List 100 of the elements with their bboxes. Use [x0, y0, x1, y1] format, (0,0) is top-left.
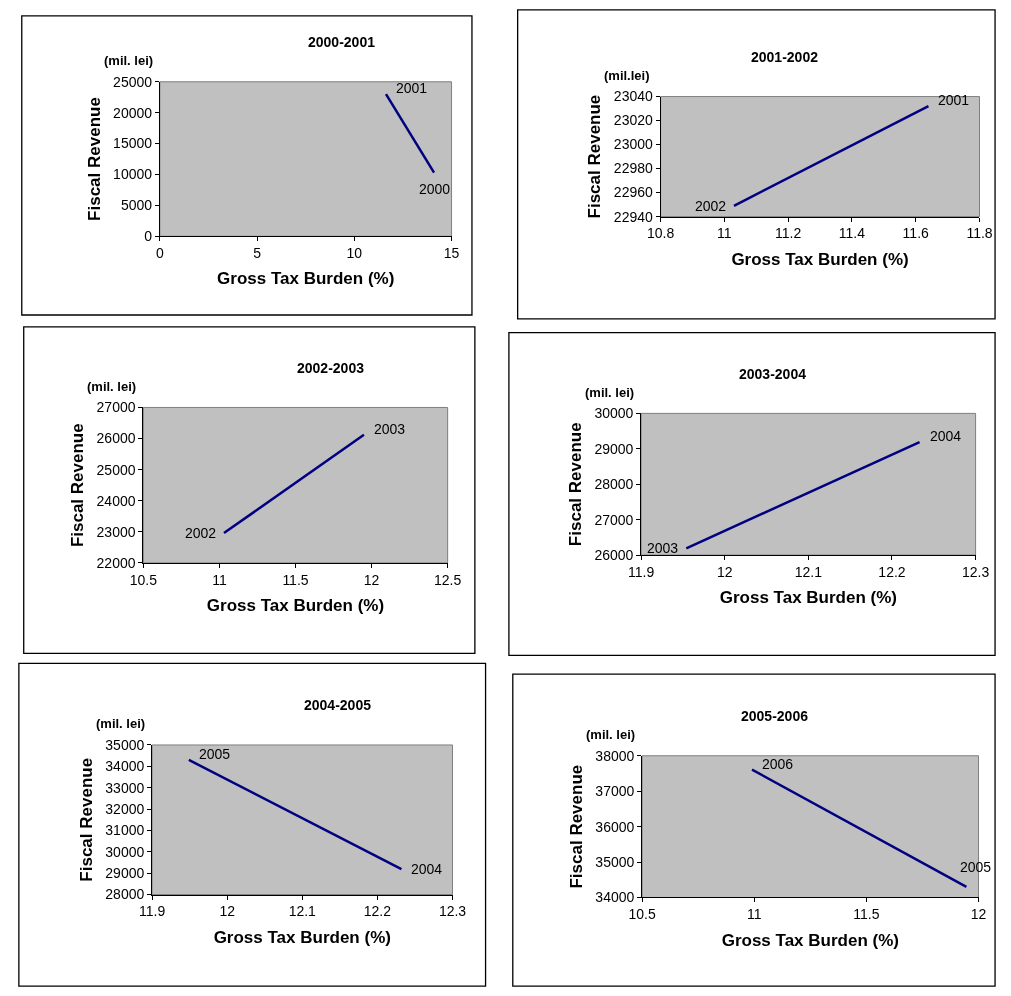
- chart-title: 2004-2005: [304, 697, 372, 713]
- x-tick-label: 11: [212, 571, 227, 588]
- text: (mil.lei): [604, 68, 650, 83]
- y-tick-label: 30000: [594, 405, 634, 422]
- x-axis-title: Gross Tax Burden (%): [721, 930, 899, 950]
- y-axis-title: Fiscal Revenue: [585, 94, 605, 219]
- x-tick-label: 12.5: [434, 571, 462, 588]
- x-tick-label: 11.5: [853, 906, 880, 923]
- x-tick-label: 15: [443, 245, 460, 262]
- x-tick-label: 11.8: [966, 225, 993, 242]
- x-tick-label: 11: [746, 906, 762, 923]
- y-tick-label: 25000: [96, 461, 136, 478]
- x-tick-label: 11.5: [282, 571, 309, 588]
- y-tick-label: 23000: [613, 136, 653, 153]
- x-tick-label: 10: [346, 245, 363, 262]
- y-axis-title: Fiscal Revenue: [68, 423, 88, 548]
- annotation: 2002: [695, 198, 727, 214]
- x-tick-label: 12: [970, 906, 987, 923]
- x-axis-title: Gross Tax Burden (%): [719, 588, 898, 608]
- y-tick-label: 35000: [105, 736, 145, 753]
- y-tick-label: 30000: [105, 843, 145, 860]
- text: (mil. lei): [586, 727, 636, 742]
- x-axis-title: Gross Tax Burden (%): [206, 596, 385, 616]
- text: (mil. lei): [585, 385, 635, 400]
- y-tick-label: 34000: [105, 758, 145, 775]
- y-tick-label: 29000: [594, 440, 634, 457]
- y-tick-label: 15000: [113, 135, 153, 152]
- y-axis-title: Fiscal Revenue: [565, 422, 585, 547]
- annotation: 2005: [960, 859, 992, 875]
- x-tick-label: 11.6: [902, 225, 930, 242]
- text: (mil. lei): [87, 379, 137, 394]
- chart-title: 2003-2004: [739, 366, 807, 382]
- x-tick-label: 11.9: [628, 563, 655, 580]
- x-tick-label: 5: [253, 245, 262, 262]
- x-tick-label: 12.3: [438, 903, 467, 920]
- annotation: 2005: [199, 746, 231, 762]
- y-tick-label: 23020: [613, 112, 653, 129]
- x-tick-label: 10.8: [646, 225, 675, 242]
- y-tick-label: 28000: [105, 886, 145, 903]
- chart-title: 2000-2001: [308, 34, 376, 50]
- chart-title: 2001-2002: [751, 49, 819, 65]
- x-tick-label: 12.1: [794, 563, 823, 580]
- y-tick-label: 33000: [105, 779, 145, 796]
- y-tick-label: 29000: [105, 865, 145, 882]
- y-tick-label: 32000: [105, 800, 145, 817]
- x-tick-label: 10.5: [129, 571, 158, 588]
- y-tick-label: 31000: [105, 822, 145, 839]
- annotation: 2002: [185, 525, 217, 541]
- x-tick-label: 11.2: [775, 225, 802, 242]
- x-tick-label: 11: [717, 225, 732, 242]
- y-tick-label: 23040: [613, 88, 653, 105]
- y-tick-label: 22980: [613, 160, 653, 177]
- x-tick-label: 12.2: [878, 563, 906, 580]
- x-axis-title: Gross Tax Burden (%): [217, 269, 395, 289]
- y-tick-label: 35000: [595, 853, 635, 870]
- y-tick-label: 37000: [595, 783, 635, 800]
- y-tick-label: 22960: [613, 184, 653, 201]
- y-axis-title: Fiscal Revenue: [566, 764, 586, 889]
- x-tick-label: 12: [363, 571, 380, 588]
- text: (mil. lei): [104, 53, 154, 68]
- y-axis-title: Fiscal Revenue: [84, 97, 104, 221]
- x-tick-label: 12.1: [288, 903, 317, 920]
- chart-title: 2002-2003: [297, 360, 365, 376]
- annotation: 2003: [647, 540, 679, 556]
- annotation: 2000: [419, 181, 451, 197]
- x-axis-title: Gross Tax Burden (%): [213, 927, 391, 947]
- x-tick-label: 10.5: [628, 906, 656, 923]
- annotation: 2006: [762, 756, 794, 772]
- annotation: 2004: [930, 428, 962, 444]
- y-tick-label: 26000: [594, 546, 634, 563]
- x-axis-title: Gross Tax Burden (%): [731, 249, 909, 269]
- y-tick-label: 22000: [96, 554, 136, 571]
- y-tick-label: 34000: [595, 889, 635, 906]
- y-tick-label: 20000: [113, 104, 153, 121]
- y-tick-label: 26000: [96, 430, 136, 447]
- y-tick-label: 10000: [113, 166, 153, 183]
- text: (mil. lei): [96, 716, 146, 731]
- annotation: 2001: [396, 80, 428, 96]
- y-tick-label: 24000: [96, 492, 136, 509]
- x-tick-label: 12.3: [961, 563, 990, 580]
- x-tick-label: 12: [219, 903, 236, 920]
- annotation: 2004: [411, 861, 443, 877]
- annotation: 2001: [938, 92, 970, 108]
- y-tick-label: 23000: [96, 523, 136, 540]
- x-tick-label: 12: [716, 563, 733, 580]
- x-tick-label: 12.2: [363, 903, 392, 920]
- y-tick-label: 38000: [595, 747, 635, 764]
- x-tick-label: 11.9: [138, 903, 166, 920]
- chart-title: 2005-2006: [741, 708, 809, 724]
- annotation: 2003: [374, 421, 406, 437]
- x-tick-label: 11.4: [838, 225, 866, 242]
- x-tick-label: 0: [155, 245, 164, 262]
- y-tick-label: 25000: [113, 73, 153, 90]
- y-tick-label: 27000: [594, 511, 634, 528]
- y-axis-title: Fiscal Revenue: [76, 757, 96, 882]
- y-tick-label: 5000: [120, 197, 153, 214]
- y-tick-label: 27000: [96, 399, 136, 416]
- y-tick-label: 36000: [595, 818, 635, 835]
- y-tick-label: 22940: [613, 208, 653, 225]
- y-tick-label: 28000: [594, 476, 634, 493]
